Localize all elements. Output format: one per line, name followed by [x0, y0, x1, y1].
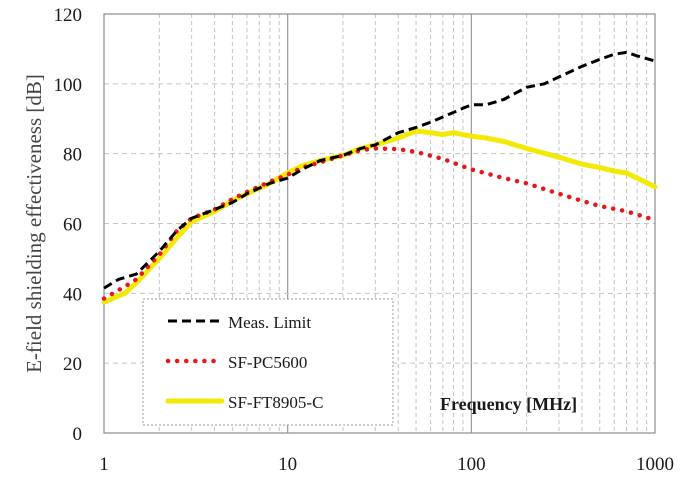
y-tick-label: 120 [54, 5, 83, 26]
y-tick-label: 80 [63, 145, 82, 166]
x-axis-label: Frequency [MHz] [440, 394, 577, 414]
x-tick-label: 1 [99, 454, 109, 475]
legend-label-1: Meas. Limit [228, 313, 311, 332]
x-tick-labels: 1 10 100 1000 [99, 454, 674, 475]
y-tick-label: 40 [63, 284, 82, 305]
y-tick-label: 20 [63, 354, 82, 375]
x-tick-label: 10 [278, 454, 297, 475]
series-group [101, 50, 658, 305]
series-line-1 [103, 50, 656, 290]
legend-label-3: SF-FT8905-C [228, 393, 323, 412]
legend-label-2: SF-PC5600 [228, 353, 307, 372]
plot-frame [103, 13, 656, 434]
y-tick-label: 100 [54, 75, 83, 96]
x-tick-label: 100 [457, 454, 486, 475]
x-tick-label: 1000 [636, 454, 674, 475]
y-tick-label: 60 [63, 215, 82, 236]
y-tick-label: 0 [73, 424, 83, 445]
legend: Meas. Limit SF-PC5600 SF-FT8905-C [142, 298, 394, 426]
y-axis-label: E-field shielding effectiveness [dB] [22, 74, 46, 373]
y-tick-labels: 0 20 40 60 80 100 120 [54, 5, 83, 445]
